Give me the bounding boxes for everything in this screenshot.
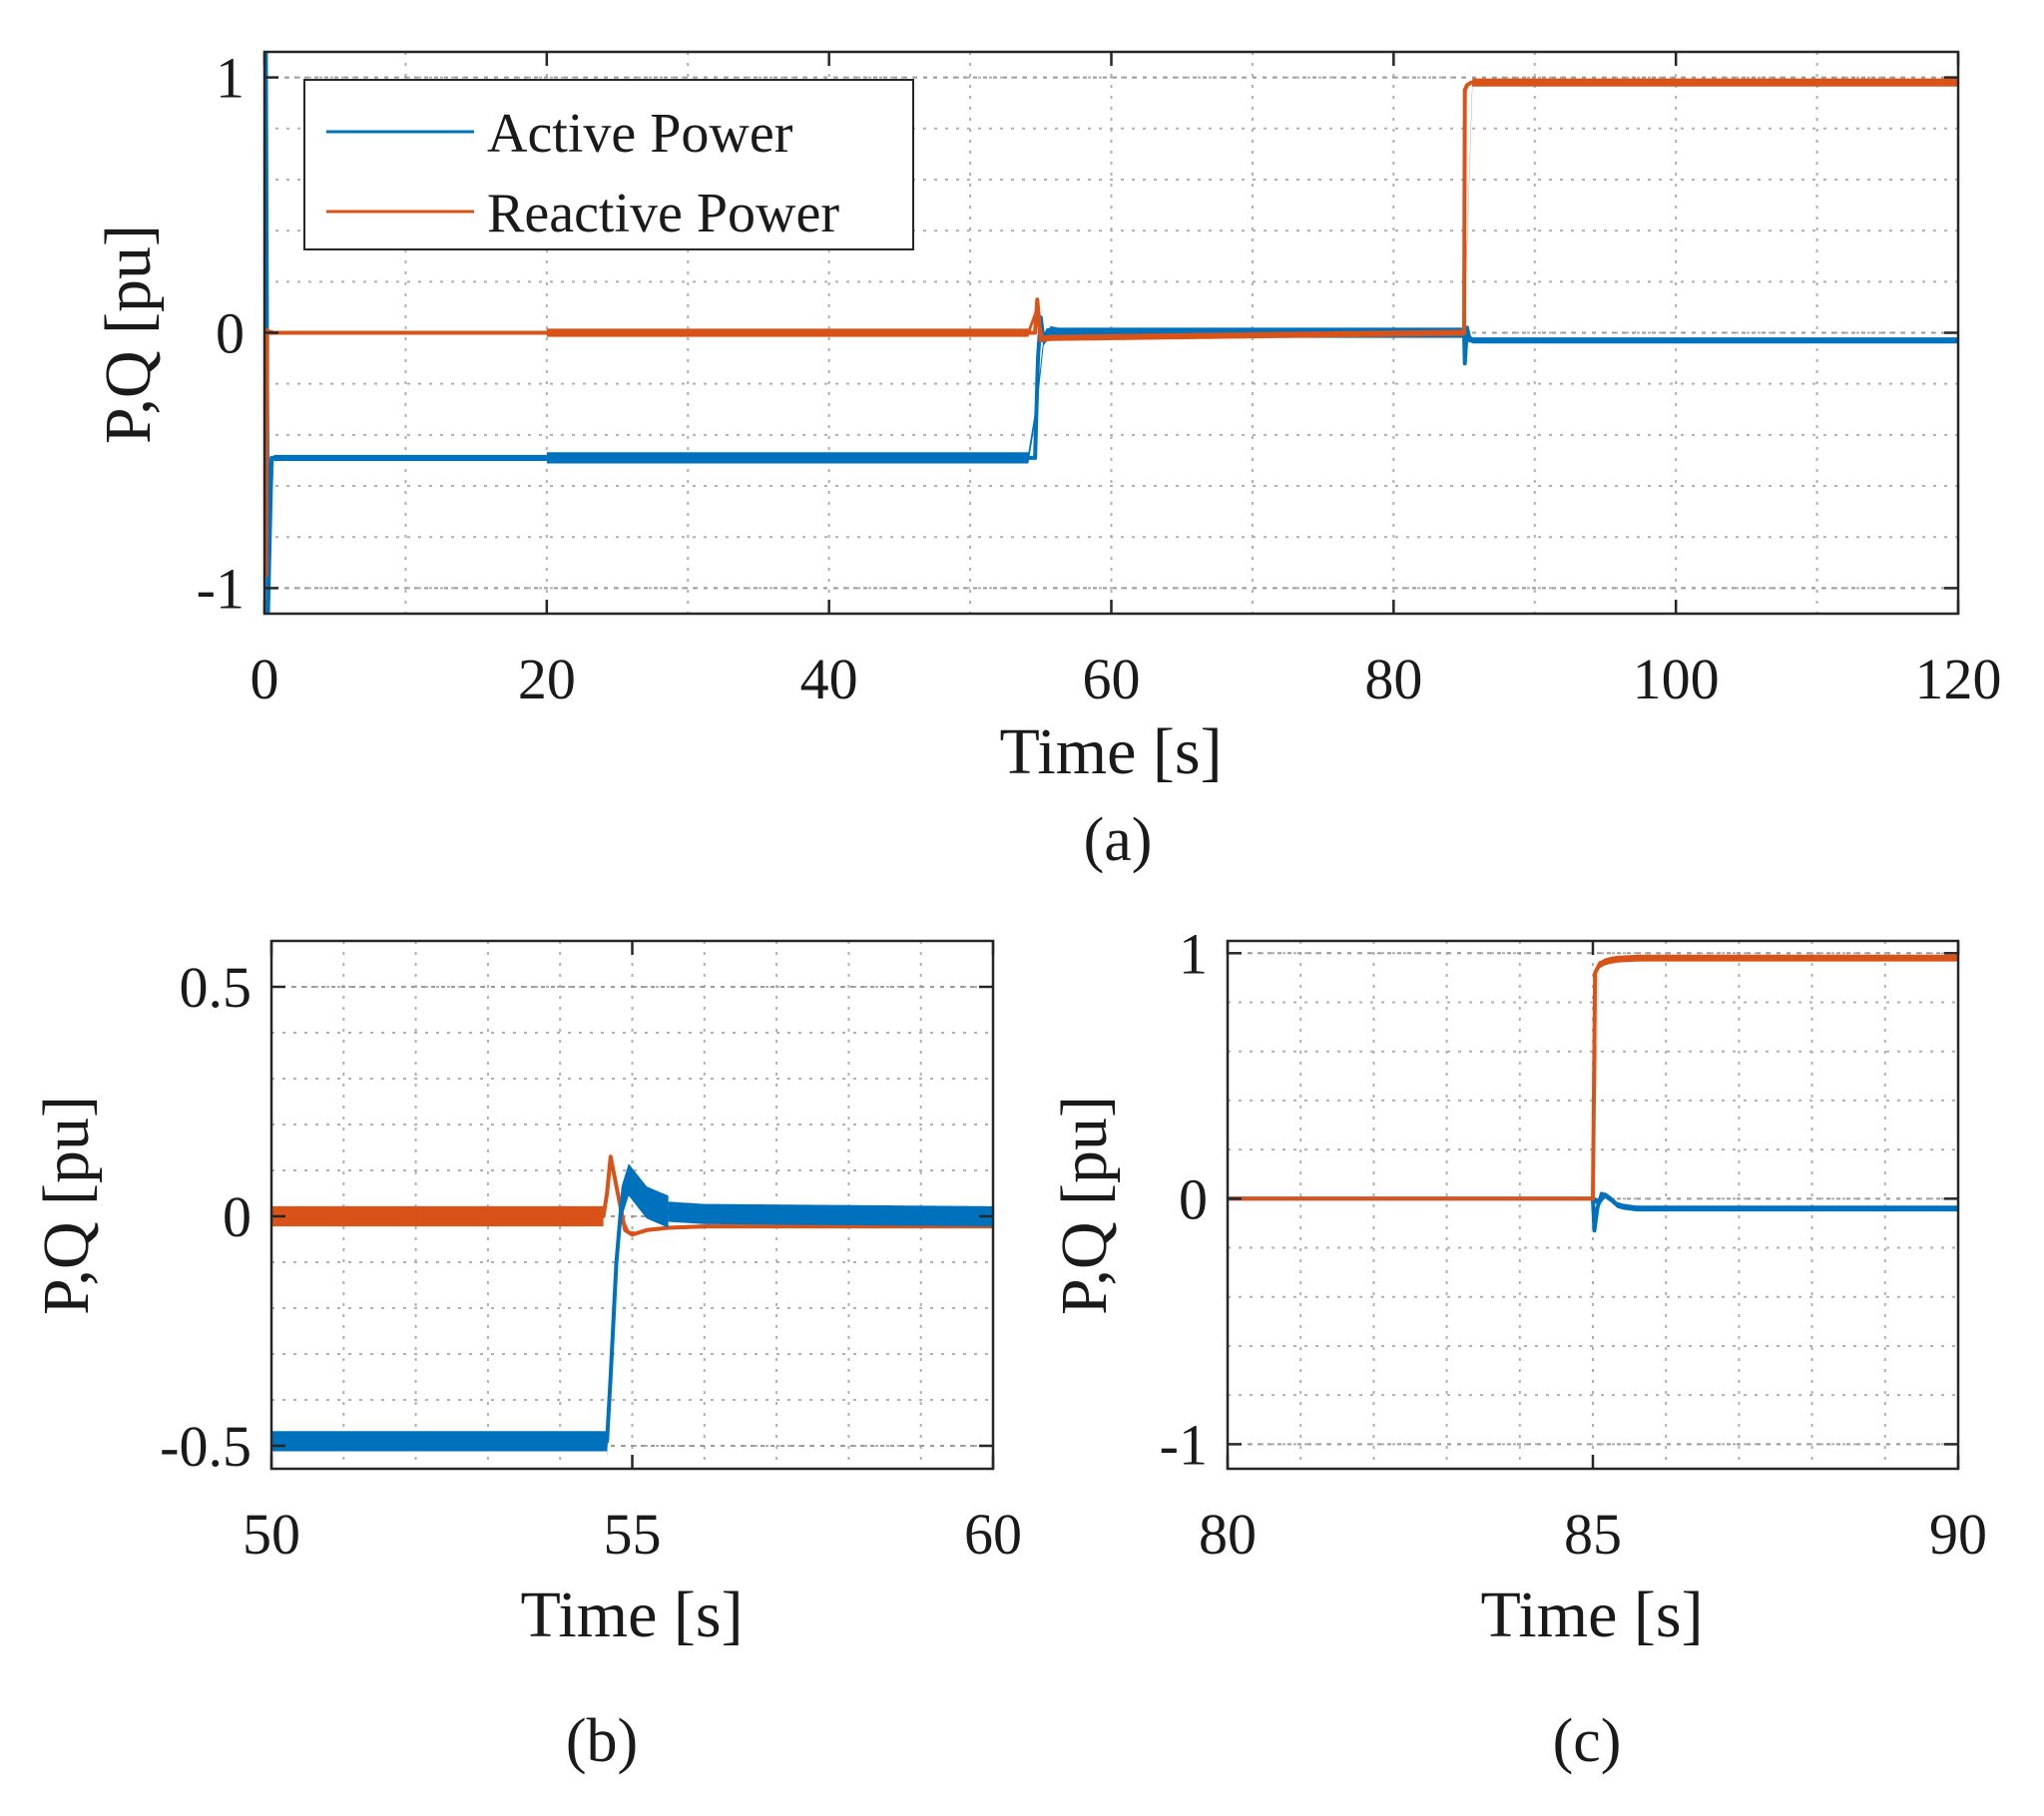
x-tick-label: 120 <box>1915 647 2002 711</box>
x-tick-label: 55 <box>604 1502 662 1567</box>
x-axis-label: Time [s] <box>999 715 1222 788</box>
band-reactive-1 <box>546 306 1037 337</box>
y-tick-label: 0.5 <box>180 955 253 1020</box>
legend-box <box>303 79 914 250</box>
x-tick-label: 60 <box>964 1502 1022 1567</box>
series-active-power <box>271 1163 993 1458</box>
panel-caption: (c) <box>1553 1707 1622 1775</box>
x-tick-label: 60 <box>1083 647 1141 711</box>
x-tick-label: 80 <box>1364 647 1422 711</box>
y-axis-label: P,Q [pu] <box>1048 1096 1121 1315</box>
series-reactive-power <box>271 1154 993 1237</box>
x-tick-label: 85 <box>1564 1502 1622 1567</box>
panel-caption: (a) <box>1084 806 1153 874</box>
x-axis-label: Time [s] <box>520 1579 743 1651</box>
y-tick-label: -0.5 <box>160 1414 252 1479</box>
x-tick-label: 90 <box>1929 1502 1987 1567</box>
x-tick-label: 100 <box>1633 647 1720 711</box>
x-axis-label: Time [s] <box>1480 1579 1703 1651</box>
panel-c: 80 85 90 -1 0 1 Time [s] P,Q [pu] (c) <box>1048 921 1987 1775</box>
y-tick-label: 0 <box>216 301 245 366</box>
y-axis-label: P,Q [pu] <box>30 1096 103 1315</box>
series-group <box>1228 954 1958 1233</box>
line-reactive <box>271 1154 993 1237</box>
legend-label: Active Power <box>487 103 793 165</box>
panel-caption: (b) <box>566 1707 638 1775</box>
y-tick-label: 1 <box>216 46 245 111</box>
line-active <box>1228 1191 1958 1233</box>
y-tick-label: -1 <box>1160 1412 1208 1477</box>
grid <box>264 52 1958 614</box>
series-reactive-power <box>1228 954 1958 1202</box>
x-tick-label: 20 <box>518 647 576 711</box>
band-active-1 <box>607 1163 669 1458</box>
line-reactive <box>1228 956 1958 1201</box>
y-axis-label: P,Q [pu] <box>92 225 165 444</box>
x-tick-label: 50 <box>243 1502 300 1567</box>
legend: Active Power Reactive Power <box>303 79 914 250</box>
x-tick-label: 80 <box>1199 1502 1257 1567</box>
legend-label: Reactive Power <box>487 183 839 244</box>
y-tick-label: -1 <box>197 556 245 621</box>
y-tick-label: 0 <box>223 1184 252 1249</box>
x-tick-label: 0 <box>251 647 279 711</box>
series-group <box>271 1154 993 1458</box>
x-tick-label: 40 <box>800 647 858 711</box>
y-tick-label: 0 <box>1179 1166 1208 1231</box>
y-tick-label: 1 <box>1179 921 1208 986</box>
line-active <box>271 1177 993 1444</box>
panel-b: 50 55 60 -0.5 0 0.5 Time [s] P,Q [pu] (b) <box>30 939 1022 1775</box>
